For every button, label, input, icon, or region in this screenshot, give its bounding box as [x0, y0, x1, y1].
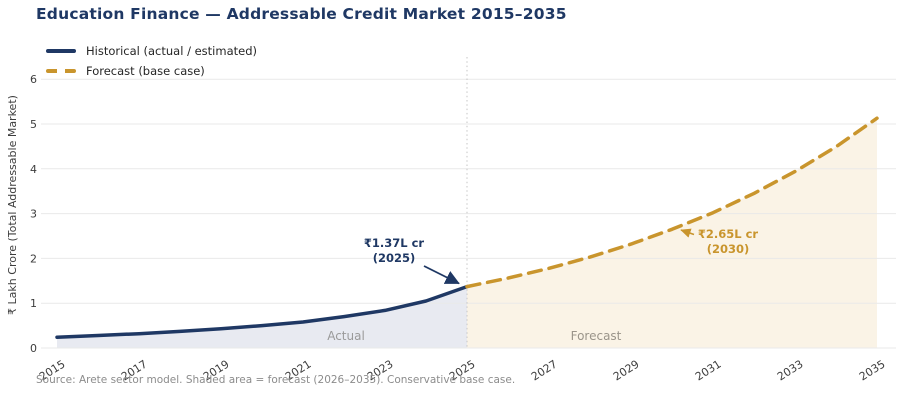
- annotation-2030-arrow: [680, 228, 695, 238]
- annotation-2030-value: ₹2.65L cr: [698, 227, 759, 241]
- annotation-2025-value: ₹1.37L cr: [364, 236, 425, 250]
- legend-item-forecast: Forecast (base case): [46, 64, 257, 78]
- legend-label-historical: Historical (actual / estimated): [86, 44, 257, 58]
- legend-item-historical: Historical (actual / estimated): [46, 44, 257, 58]
- data-series: [55, 116, 879, 339]
- y-tick-label: 2: [30, 252, 37, 265]
- forecast-line: [465, 116, 879, 289]
- annotation-2025: ₹1.37L cr (2025): [364, 236, 460, 285]
- legend: Historical (actual / estimated) Forecast…: [46, 44, 257, 78]
- y-tick-label: 1: [30, 297, 37, 310]
- historical-line-swatch: [46, 49, 76, 53]
- gridlines: [41, 57, 896, 349]
- y-tick-label: 4: [30, 163, 37, 176]
- x-tick-label: 2027: [529, 358, 560, 384]
- x-tick-label: 2031: [693, 358, 724, 384]
- x-tick-label: 2035: [857, 358, 888, 384]
- annotation-2025-year: (2025): [373, 251, 416, 265]
- forecast-region-label: Forecast: [571, 329, 622, 343]
- annotation-2025-arrow: [423, 265, 460, 285]
- y-tick-label: 5: [30, 118, 37, 131]
- y-tick-label: 0: [30, 342, 37, 355]
- y-tick-label: 3: [30, 208, 37, 221]
- page-title: Education Finance — Addressable Credit M…: [36, 5, 567, 23]
- legend-label-forecast: Forecast (base case): [86, 64, 205, 78]
- annotation-2030: ₹2.65L cr (2030): [680, 227, 759, 256]
- source-note: Source: Arete sector model. Shaded area …: [36, 374, 516, 386]
- y-tick-label: 6: [30, 73, 37, 86]
- x-tick-label: 2029: [611, 358, 642, 384]
- y-axis-label: ₹ Lakh Crore (Total Addressable Market): [6, 95, 19, 315]
- annotation-2030-year: (2030): [707, 242, 750, 256]
- annotations: ₹1.37L cr (2025) ₹2.65L cr (2030): [364, 227, 759, 285]
- y-axis-ticks: 0 1 2 3 4 5 6: [30, 73, 37, 355]
- forecast-line-swatch: [46, 69, 76, 73]
- historical-line: [55, 284, 469, 339]
- actual-area: [57, 286, 467, 348]
- forecast-area: [467, 118, 877, 348]
- actual-region-label: Actual: [327, 329, 365, 343]
- x-tick-label: 2033: [775, 358, 806, 384]
